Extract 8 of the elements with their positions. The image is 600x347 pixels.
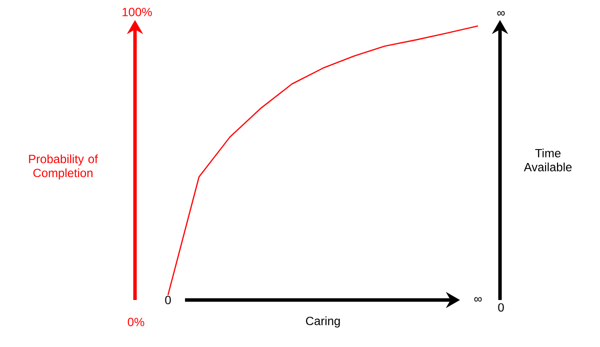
text: 0 [498,303,504,312]
y2-axis-title: Time Available [524,148,572,172]
y-tick-label: 100% [122,8,152,16]
line-series [167,25,479,296]
y-axis-title: Probability of Completion [29,154,98,180]
x-axis-title: Caring [306,316,340,328]
y-tick-label: 0% [128,318,144,326]
text: ∞ [497,11,505,16]
